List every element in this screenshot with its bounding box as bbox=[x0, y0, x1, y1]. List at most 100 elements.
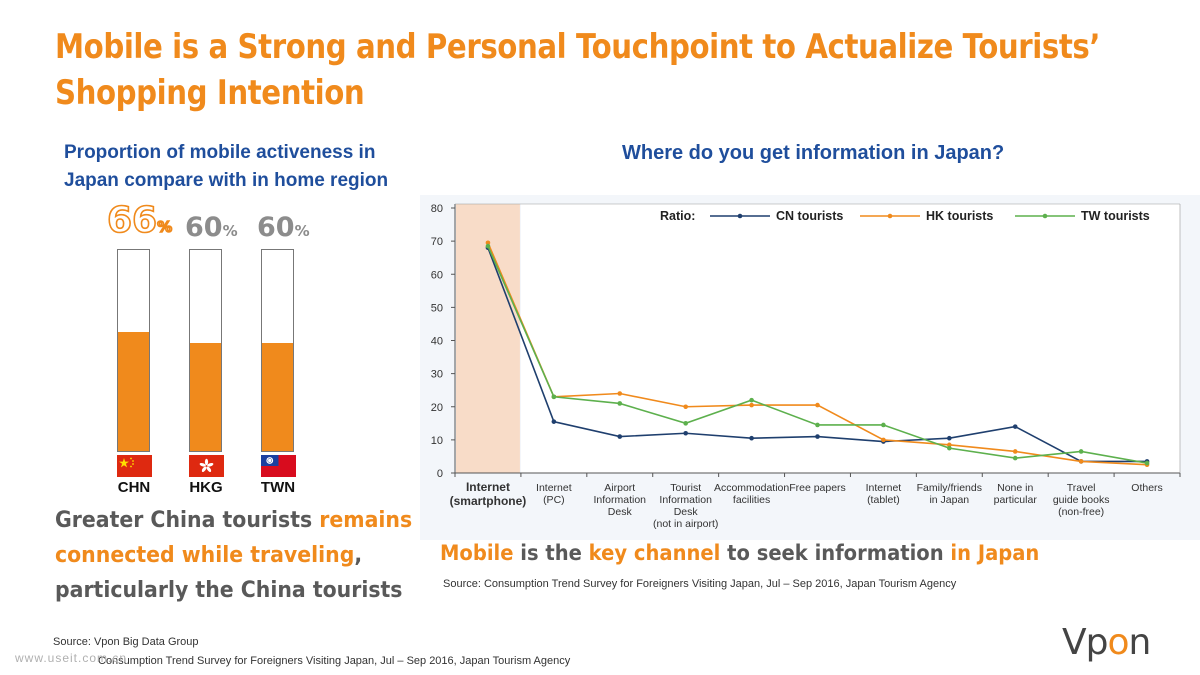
bar-value-label-twn: 60% bbox=[257, 212, 310, 243]
left-caption: Greater China tourists remains connected… bbox=[55, 503, 412, 608]
left-caption-highlight-1: remains bbox=[319, 508, 413, 533]
vpon-logo: Vpon bbox=[1062, 622, 1152, 663]
x-category-label-line: Desk bbox=[608, 506, 633, 518]
vpon-logo-part-1: Vp bbox=[1062, 622, 1108, 663]
legend-label: HK tourists bbox=[926, 209, 993, 223]
page-title-line2: Shopping Intention bbox=[55, 73, 365, 113]
bar-value-label-hkg: 60% bbox=[185, 212, 238, 243]
y-tick-label: 20 bbox=[431, 402, 443, 414]
series-point-cn-tourists bbox=[1012, 424, 1018, 429]
series-point-hk-tourists bbox=[1012, 449, 1018, 454]
y-tick-label: 60 bbox=[431, 269, 443, 281]
series-point-tw-tourists bbox=[881, 422, 886, 428]
series-point-tw-tourists bbox=[1012, 455, 1018, 461]
right-caption-text-2: to seek information bbox=[720, 541, 951, 565]
x-category-label-line: None in bbox=[997, 482, 1033, 494]
x-category-label-line: Internet bbox=[466, 480, 510, 494]
series-point-hk-tourists bbox=[947, 442, 952, 448]
y-tick-label: 50 bbox=[431, 302, 443, 314]
bar-twn bbox=[261, 249, 294, 452]
x-category-label: Tourist Information Desk (not in airport) bbox=[653, 482, 718, 530]
series-point-cn-tourists bbox=[749, 435, 754, 441]
footer-source-1: Source: Vpon Big Data Group bbox=[53, 636, 199, 648]
x-category-label-line: (smartphone) bbox=[450, 494, 527, 508]
x-category-label: None in particular bbox=[994, 482, 1038, 506]
left-caption-text-1: Greater China tourists bbox=[55, 508, 320, 533]
series-point-hk-tourists bbox=[683, 404, 688, 410]
x-category-label: Others bbox=[1131, 482, 1163, 494]
series-point-cn-tourists bbox=[683, 430, 688, 436]
legend-label: CN tourists bbox=[776, 209, 843, 223]
series-point-cn-tourists bbox=[947, 435, 952, 441]
y-tick-label: 30 bbox=[431, 369, 443, 381]
series-point-hk-tourists bbox=[1078, 459, 1084, 464]
series-point-hk-tourists bbox=[485, 240, 491, 246]
left-caption-text-2: , bbox=[354, 543, 363, 568]
series-point-tw-tourists bbox=[815, 422, 820, 428]
x-category-label: Travel guide books (non-free) bbox=[1053, 482, 1110, 518]
mobile-activeness-subtitle: Proportion of mobile activeness in Japan… bbox=[64, 139, 388, 195]
x-category-label-line: Travel bbox=[1067, 482, 1096, 494]
country-label-hkg: HKG bbox=[189, 479, 223, 496]
x-category-label-line: in Japan bbox=[929, 494, 969, 506]
chart-source: Source: Consumption Trend Survey for For… bbox=[443, 578, 957, 590]
vpon-logo-part-3: n bbox=[1128, 622, 1152, 663]
country-label-chn: CHN bbox=[117, 479, 151, 496]
x-category-label-line: (not in airport) bbox=[653, 518, 718, 530]
x-category-label: Accommodation facilities bbox=[714, 482, 789, 506]
mobile-activeness-subtitle-line1: Proportion of mobile activeness in bbox=[64, 142, 376, 163]
x-category-label: Family/friends in Japan bbox=[917, 482, 982, 506]
x-category-label-line: Desk bbox=[674, 506, 699, 518]
x-category-label-line: Information bbox=[659, 494, 712, 506]
watermark: www.useit.com.cn bbox=[15, 651, 128, 665]
x-category-label-line: particular bbox=[994, 494, 1038, 506]
x-category-label-line: Information bbox=[594, 494, 647, 506]
vpon-logo-part-2: o bbox=[1107, 622, 1129, 663]
series-point-cn-tourists bbox=[617, 434, 623, 439]
legend-title: Ratio: bbox=[660, 209, 695, 223]
country-label-twn: TWN bbox=[260, 479, 296, 496]
taiwan-flag-icon bbox=[261, 455, 296, 477]
bar-fill-hkg bbox=[190, 343, 221, 451]
footer-source-2: Consumption Trend Survey for Foreigners … bbox=[98, 655, 571, 667]
legend-label: TW tourists bbox=[1081, 209, 1150, 223]
right-caption-text-1: is the bbox=[513, 541, 589, 565]
right-caption: Mobile is the key channel to seek inform… bbox=[440, 538, 1039, 568]
bar-fill-chn bbox=[118, 332, 149, 451]
x-category-label-line: guide books bbox=[1053, 494, 1110, 506]
bar-chn bbox=[117, 249, 150, 452]
mobile-activeness-subtitle-line2: Japan compare with in home region bbox=[64, 170, 389, 191]
series-point-hk-tourists bbox=[617, 391, 623, 396]
series-point-tw-tourists bbox=[617, 401, 623, 406]
bar-value-label-chn: 66% bbox=[106, 199, 173, 242]
series-point-tw-tourists bbox=[551, 394, 557, 400]
x-category-label: Airport Information Desk bbox=[594, 482, 647, 518]
series-point-cn-tourists bbox=[815, 434, 820, 439]
info-source-subtitle: Where do you get information in Japan? bbox=[622, 142, 1005, 164]
y-tick-label: 40 bbox=[431, 336, 443, 348]
x-category-label-line: facilities bbox=[733, 494, 770, 506]
legend-marker bbox=[887, 213, 893, 219]
legend-marker bbox=[737, 213, 743, 219]
plot-area bbox=[520, 204, 1180, 473]
left-caption-highlight-2: connected while traveling bbox=[55, 543, 355, 568]
right-caption-highlight-1: Mobile bbox=[440, 541, 514, 565]
series-point-tw-tourists bbox=[1144, 460, 1150, 466]
series-point-hk-tourists bbox=[815, 402, 820, 408]
y-tick-label: 0 bbox=[437, 468, 443, 480]
x-category-label-line: (non-free) bbox=[1058, 506, 1104, 518]
x-category-label: Internet (smartphone) bbox=[450, 480, 527, 508]
series-point-tw-tourists bbox=[1078, 449, 1084, 454]
series-point-cn-tourists bbox=[551, 419, 557, 424]
series-point-tw-tourists bbox=[947, 445, 952, 451]
page-title: Mobile is a Strong and Personal Touchpoi… bbox=[55, 24, 1100, 116]
x-category-label-line: (PC) bbox=[543, 494, 565, 506]
x-category-label-line: Others bbox=[1131, 482, 1163, 494]
y-tick-label: 10 bbox=[431, 435, 443, 447]
series-point-hk-tourists bbox=[881, 437, 886, 443]
y-tick-label: 80 bbox=[431, 203, 443, 215]
x-category-label-line: (tablet) bbox=[867, 494, 900, 506]
x-category-label: Internet (PC) bbox=[536, 482, 572, 506]
series-point-tw-tourists bbox=[485, 243, 491, 249]
